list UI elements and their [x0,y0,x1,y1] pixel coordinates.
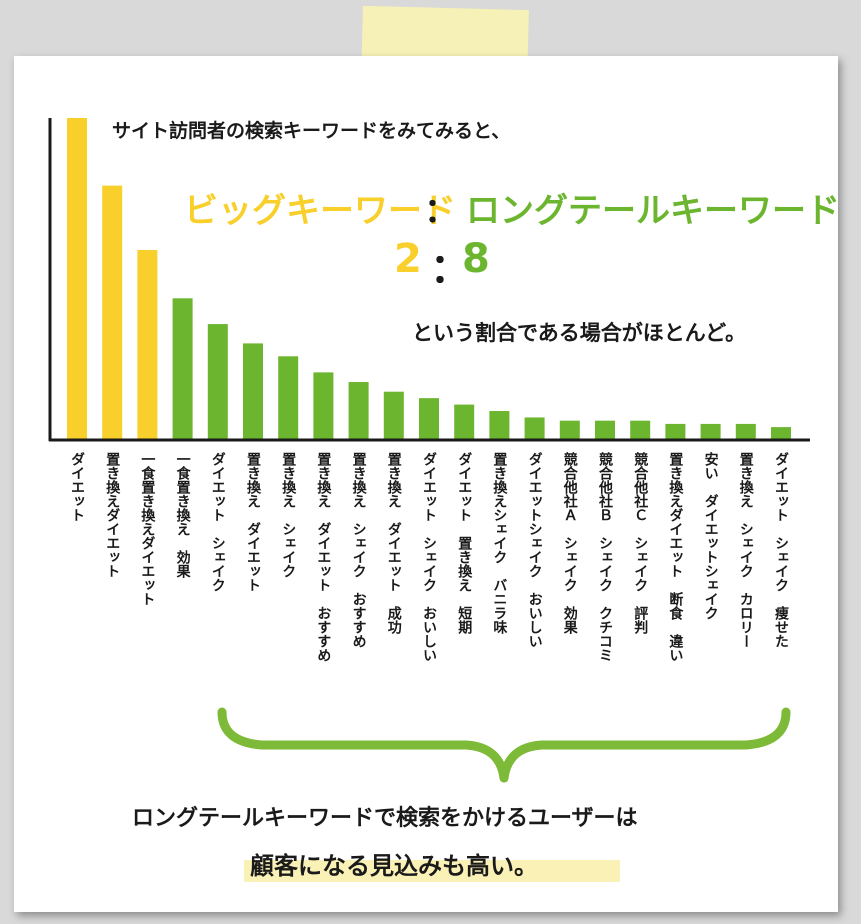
bar-4 [172,298,193,440]
category-label-12: ダイエット 置き換え 短期 [456,451,472,635]
bar-6 [243,343,263,440]
category-label-6: 置き換え ダイエット [245,451,261,592]
big-keyword-label: ビッグキーワード [184,191,456,231]
long-tail-keyword-label: ロングテールキーワード [466,191,840,231]
category-label-14: ダイエットシェイク おいしい [527,451,543,648]
category-label-8: 置き換え ダイエット おすすめ [315,451,331,662]
conclusion-line-1: ロングテールキーワードで検索をかけるユーザーは [132,806,638,831]
bar-12 [454,404,475,440]
bar-5 [207,324,228,440]
bar-10 [383,391,404,440]
bar-1 [67,118,87,440]
category-label-21: ダイエット シェイク 痩せた [773,451,789,648]
ratio-big-value: 2 [394,236,422,282]
bar-14 [524,417,545,440]
category-label-3: 一食置き換えダイエット [139,452,155,606]
conclusion-line-2-wrapper: 顧客になる見込みも高い。 [244,846,620,882]
bar-2 [102,185,123,440]
category-label-18: 置き換えダイエット 断食 違い [667,451,683,662]
ratio-colon-top: ： [424,191,458,231]
intro-text: サイト訪問者の検索キーワードをみてみると、 [112,120,511,142]
category-label-17: 競合他社Ｃ シェイク 評判 [632,451,649,635]
paper-card [14,56,838,912]
category-label-16: 競合他社Ｂ シェイク クチコミ [597,451,614,662]
highlight-marker [244,860,620,882]
bar-13 [489,411,510,440]
category-label-5: ダイエット シェイク [210,451,226,592]
bar-15 [559,420,580,440]
category-label-10: 置き換え ダイエット 成功 [386,451,402,635]
category-label-13: 置き換えシェイク バニラ味 [491,451,507,635]
ratio-description: という割合である場合がほとんど。 [412,321,747,345]
category-labels-group: ダイエット 置き換えダイエット 一食置き換えダイエット 一食置き換え 効果 ダイエット … [69,451,789,662]
bar-21 [771,427,791,440]
category-label-2: 置き換えダイエット [104,451,120,578]
bar-20 [735,423,756,440]
bar-7 [278,356,299,440]
bar-18 [665,423,686,440]
category-label-1: ダイエット [69,451,85,522]
category-label-20: 置き換え シェイク カロリー [738,451,754,648]
ratio-colon-bottom: ： [430,246,470,292]
bar-3 [137,250,158,440]
category-label-7: 置き換え シェイク [280,451,296,578]
category-label-11: ダイエット シェイク おいしい [421,451,437,662]
ratio-long-value: 8 [462,236,490,282]
conclusion-line-2: 顧客になる見込みも高い。 [250,852,538,880]
bar-9 [348,382,369,440]
category-label-19: 安い ダイエットシェイク [703,451,719,620]
bar-11 [419,398,439,440]
bars-group [67,118,791,440]
bar-16 [595,420,615,440]
bar-19 [700,423,721,440]
category-label-9: 置き換え シェイク おすすめ [351,451,367,648]
long-tail-brace [217,707,791,783]
category-label-15: 競合他社Ａ シェイク 効果 [562,451,579,635]
bar-17 [630,420,651,440]
category-label-4: 一食置き換え 効果 [175,452,192,579]
bar-8 [313,372,334,440]
